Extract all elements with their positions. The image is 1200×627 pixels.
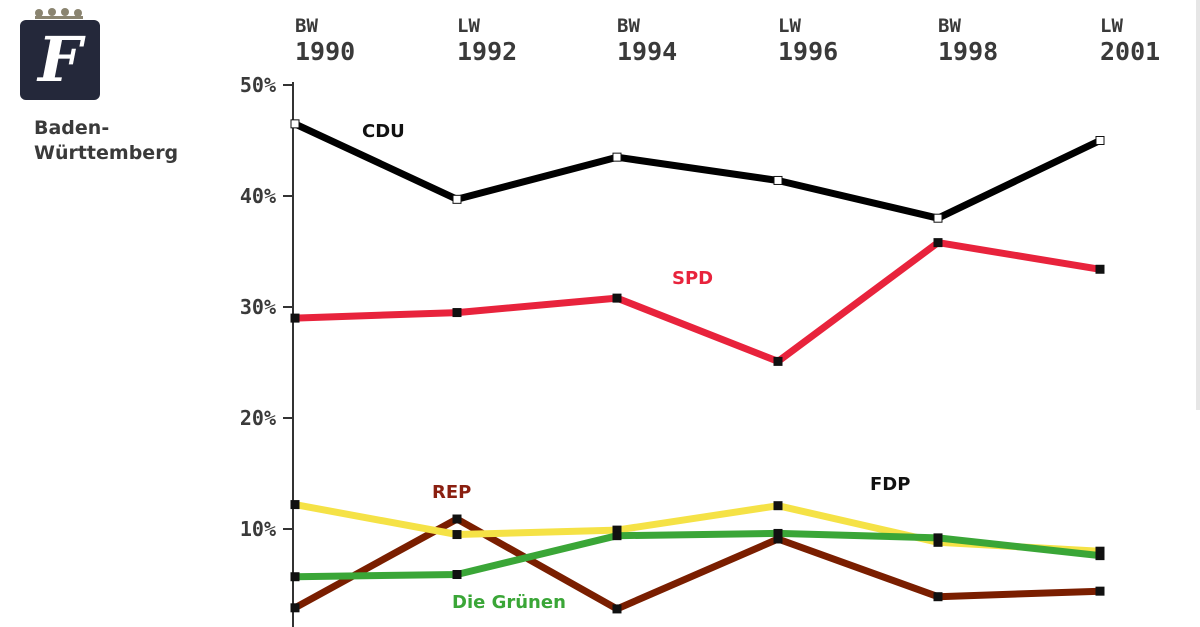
y-tick-label: 20% [240, 406, 276, 430]
series-line-spd [294, 239, 1101, 365]
data-point [612, 604, 622, 614]
x-label-year: 1992 [457, 37, 517, 66]
data-point [933, 213, 943, 223]
region-line-1: Baden- [34, 117, 110, 139]
region-title: Baden- Württemberg [34, 116, 178, 166]
x-label-kind: BW [938, 15, 961, 37]
y-tick-label: 30% [240, 295, 276, 319]
x-label-kind: LW [1100, 15, 1123, 37]
data-point [290, 603, 300, 613]
data-point [1095, 264, 1105, 274]
data-point [612, 531, 622, 541]
right-border [1196, 0, 1200, 410]
data-point [933, 238, 943, 248]
x-label-kind: BW [295, 15, 318, 37]
series-label: SPD [672, 268, 713, 289]
data-point [612, 152, 622, 162]
series-label: FDP [870, 474, 910, 495]
x-label-year: 1994 [617, 37, 677, 66]
data-point [452, 194, 462, 204]
data-point [773, 356, 783, 366]
x-label-kind: LW [457, 15, 480, 37]
y-tick-label: 50% [240, 73, 276, 97]
data-point [452, 530, 462, 540]
series-label: CDU [362, 121, 405, 142]
data-point [452, 570, 462, 580]
data-point [290, 500, 300, 510]
crown-icon [35, 8, 83, 19]
data-point [773, 501, 783, 511]
data-point [1095, 586, 1105, 596]
faz-logo: F [20, 20, 100, 100]
series-line-rep [293, 515, 1101, 613]
data-point [1095, 551, 1105, 561]
data-point [290, 119, 300, 129]
x-label-year: 2001 [1100, 37, 1160, 66]
series-line-cdu [293, 120, 1102, 222]
series-label: REP [432, 482, 471, 503]
data-point [773, 528, 783, 538]
region-line-2: Württemberg [34, 142, 179, 164]
logo-letter: F [37, 23, 83, 96]
y-tick-label: 40% [240, 184, 276, 208]
data-point [1095, 136, 1105, 145]
data-point [933, 592, 943, 602]
x-label-year: 1990 [295, 37, 355, 66]
series-label: Die Grünen [452, 592, 566, 613]
data-point [452, 514, 462, 524]
y-tick-label: 10% [240, 517, 276, 541]
data-point [773, 175, 783, 185]
x-label-year: 1996 [778, 37, 838, 66]
series-line-die-gruenen [294, 529, 1101, 581]
data-point [290, 313, 300, 323]
data-point [933, 533, 943, 543]
x-label-kind: LW [778, 15, 801, 37]
data-point [612, 293, 622, 303]
x-label-year: 1998 [938, 37, 998, 66]
data-point [452, 308, 462, 318]
data-point [290, 572, 300, 582]
x-label-kind: BW [617, 15, 640, 37]
